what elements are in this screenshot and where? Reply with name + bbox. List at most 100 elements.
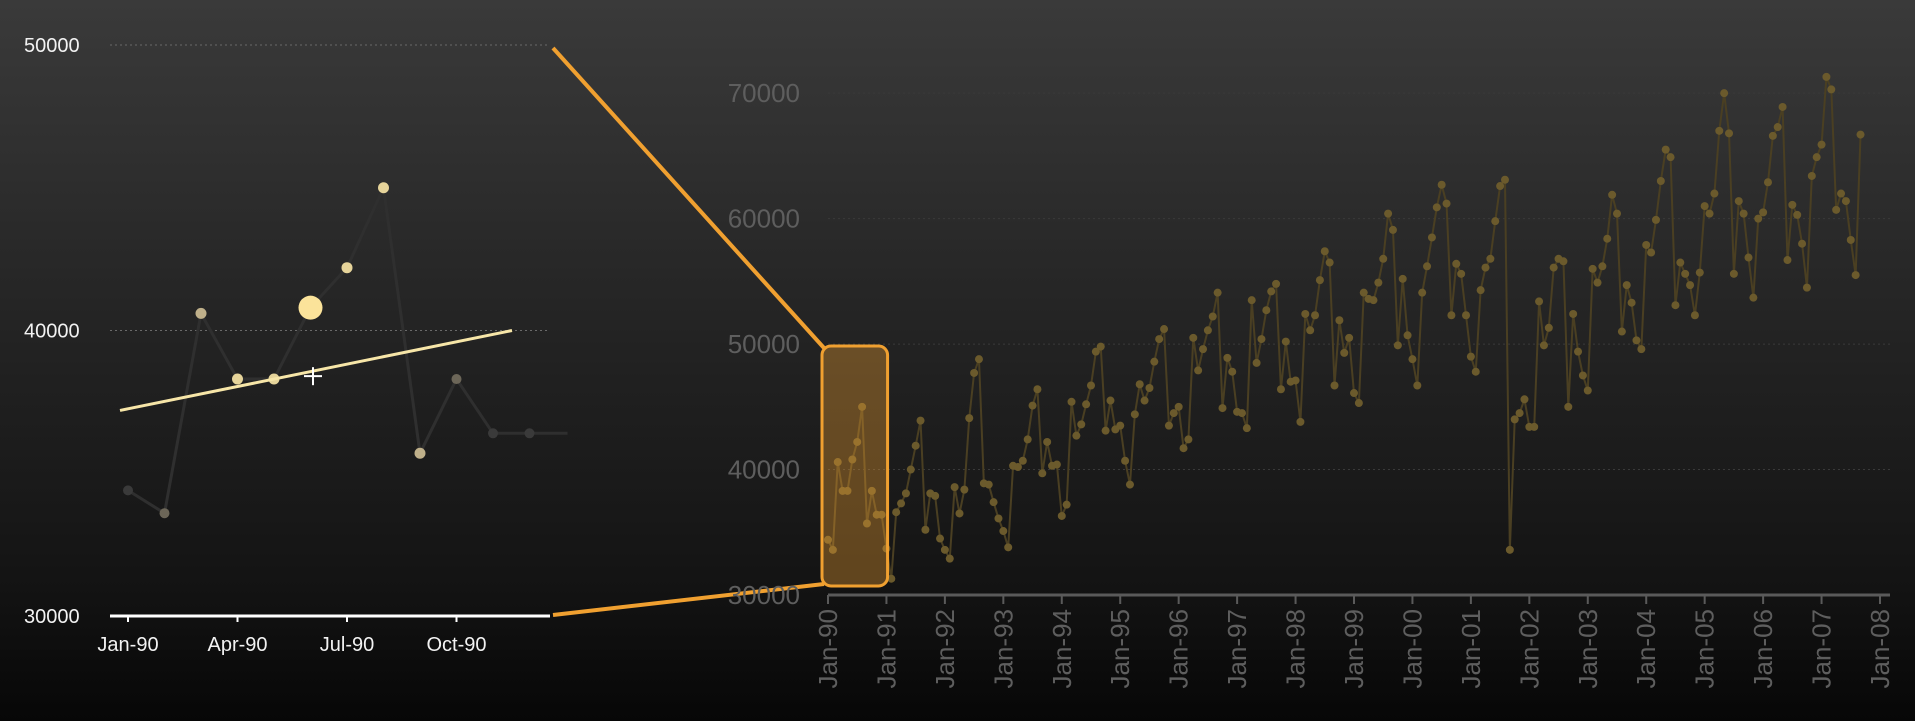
overview-data-point <box>1315 276 1324 285</box>
overview-x-tick-label: Jan-00 <box>1397 609 1427 689</box>
overview-data-point <box>1593 278 1602 287</box>
overview-data-point <box>1427 233 1436 242</box>
overview-data-point <box>843 486 852 495</box>
overview-data-point <box>950 483 959 492</box>
overview-data-point <box>1768 131 1777 140</box>
overview-data-point <box>1647 248 1656 257</box>
zoom-connector-top <box>551 46 826 350</box>
overview-data-point <box>1651 215 1660 224</box>
overview-data-point <box>1369 296 1378 305</box>
overview-data-point <box>877 510 886 519</box>
overview-data-point <box>1827 85 1836 94</box>
overview-x-tick-label: Jan-98 <box>1281 609 1311 689</box>
overview-data-point <box>1744 253 1753 262</box>
overview-data-point <box>1345 333 1354 342</box>
overview-data-point <box>1695 268 1704 277</box>
overview-x-tick-label: Jan-97 <box>1222 609 1252 689</box>
overview-data-point <box>1510 415 1519 424</box>
overview-data-point <box>1320 247 1329 256</box>
overview-data-point <box>1788 200 1797 209</box>
overview-data-point <box>1033 385 1042 394</box>
detail-data-point[interactable] <box>524 428 535 439</box>
overview-data-point <box>1023 435 1032 444</box>
overview-points <box>824 72 1865 583</box>
overview-data-point <box>1496 182 1505 191</box>
overview-data-point <box>1116 421 1125 430</box>
overview-data-point <box>1330 381 1339 390</box>
overview-data-point <box>1530 422 1539 431</box>
overview-data-point <box>1569 309 1578 318</box>
overview-data-point <box>1535 297 1544 306</box>
overview-data-point <box>1763 178 1772 187</box>
overview-x-tick-label: Jan-08 <box>1865 609 1895 689</box>
overview-data-point <box>1812 153 1821 162</box>
overview-data-point <box>1354 399 1363 408</box>
overview-data-point <box>1690 311 1699 320</box>
overview-data-point <box>1291 376 1300 385</box>
overview-x-tick-label: Jan-92 <box>930 609 960 689</box>
overview-data-point <box>1160 325 1169 334</box>
overview-data-point <box>892 508 901 517</box>
detail-data-point[interactable] <box>451 374 462 385</box>
overview-data-point <box>1052 460 1061 469</box>
overview-data-point <box>1267 287 1276 296</box>
overview-data-point <box>1174 402 1183 411</box>
overview-data-point <box>1223 353 1232 362</box>
detail-data-point[interactable] <box>298 295 323 320</box>
overview-data-point <box>1340 348 1349 357</box>
overview-data-point <box>1505 545 1514 554</box>
overview-x-tick-label: Jan-90 <box>813 609 843 689</box>
overview-data-point <box>1247 296 1256 305</box>
overview-data-point <box>1121 456 1130 465</box>
overview-data-point <box>1169 409 1178 418</box>
overview-data-point <box>1423 262 1432 271</box>
overview-data-point <box>1067 397 1076 406</box>
detail-data-point[interactable] <box>159 508 170 519</box>
overview-data-point <box>1559 257 1568 266</box>
detail-data-point[interactable] <box>123 485 133 496</box>
overview-data-point <box>1603 234 1612 243</box>
detail-data-point[interactable] <box>488 428 498 439</box>
overview-data-point <box>828 545 837 554</box>
overview-y-tick-label: 60000 <box>728 204 800 234</box>
overview-x-tick-labels: Jan-90 Jan-91 Jan-92 Jan-93 Jan-94 Jan-95 Jan-… <box>813 595 1895 689</box>
overview-data-point <box>1306 326 1315 335</box>
overview-data-point <box>984 480 993 489</box>
overview-data-point <box>999 527 1008 536</box>
detail-data-point[interactable] <box>341 262 353 274</box>
overview-data-point <box>1457 269 1466 278</box>
overview-data-point <box>1661 145 1670 154</box>
overview-data-point <box>1311 311 1320 320</box>
overview-data-point <box>1091 347 1100 356</box>
overview-data-point <box>1096 342 1105 351</box>
detail-data-point[interactable] <box>378 182 389 194</box>
overview-data-point <box>1203 326 1212 335</box>
detail-data-point[interactable] <box>414 447 426 459</box>
detail-data-point[interactable] <box>232 373 243 385</box>
overview-data-point <box>1237 409 1246 418</box>
overview-data-point <box>1028 401 1037 410</box>
overview-data-point <box>1145 384 1154 392</box>
overview-data-point <box>1705 209 1714 218</box>
overview-data-point <box>1734 197 1743 206</box>
overview-data-point <box>1578 371 1587 380</box>
overview-x-tick-label: Jan-04 <box>1631 609 1661 689</box>
overview-data-point <box>1656 177 1665 185</box>
overview-y-tick-labels: 30000 40000 50000 60000 70000 <box>728 78 800 610</box>
overview-data-point <box>1583 386 1592 395</box>
overview-data-point <box>1442 199 1451 208</box>
overview-data-point <box>1466 352 1475 361</box>
overview-data-point <box>1700 202 1709 211</box>
overview-data-point <box>867 486 876 495</box>
detail-x-tick-label: Jan-90 <box>97 634 158 656</box>
overview-data-point <box>1471 367 1480 376</box>
overview-data-point <box>1856 130 1865 139</box>
overview-data-point <box>955 509 964 518</box>
overview-data-point <box>1184 435 1193 444</box>
overview-selection-brush[interactable] <box>820 344 890 588</box>
detail-data-point[interactable] <box>195 307 207 319</box>
overview-data-point <box>911 441 920 450</box>
overview-data-point <box>1208 312 1217 321</box>
detail-gridlines <box>110 44 550 331</box>
overview-data-point <box>1549 263 1558 272</box>
